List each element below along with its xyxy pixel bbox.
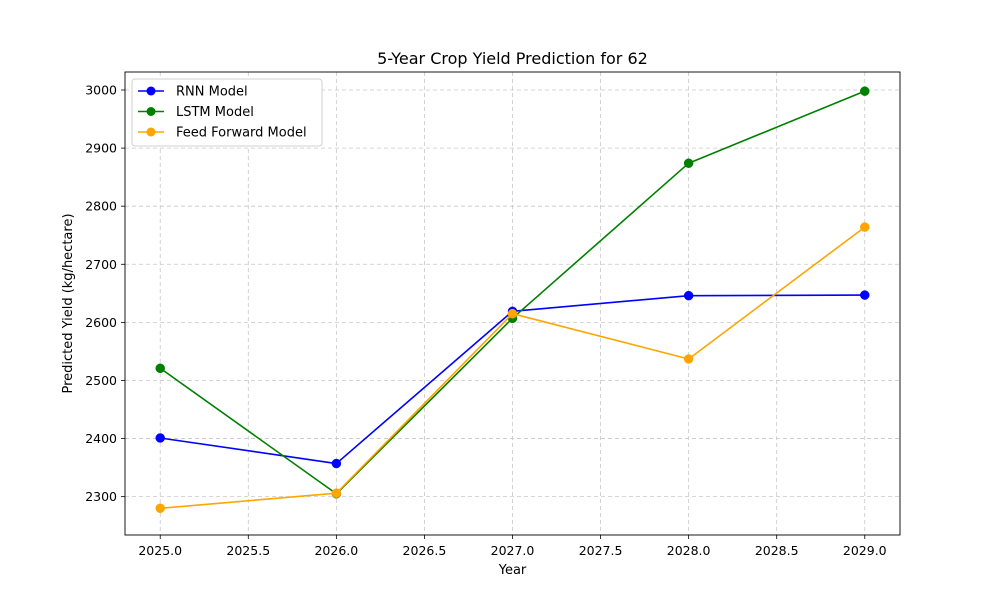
y-axis-label: Predicted Yield (kg/hectare) (61, 213, 76, 393)
legend-label: RNN Model (176, 85, 248, 100)
lstm-model-point (860, 86, 870, 96)
feed-forward-model-point (860, 222, 870, 232)
y-tick-label: 2300 (85, 489, 117, 504)
legend-swatch-marker (146, 86, 156, 96)
feed-forward-model-point (331, 488, 342, 498)
legend-label: LSTM Model (176, 105, 254, 120)
feed-forward-model-series (155, 222, 870, 514)
legend-entry-rnn-model: RNN Model (138, 85, 248, 100)
lstm-model-point (683, 158, 694, 168)
legend-swatch-marker (146, 107, 156, 116)
y-tick-label: 2500 (85, 373, 117, 388)
x-tick-label: 2027.5 (579, 543, 623, 558)
x-tick-label: 2027.0 (491, 543, 535, 558)
x-tick-label: 2029.0 (843, 543, 887, 558)
grid-lines (125, 72, 900, 535)
y-tick-label: 2800 (85, 199, 117, 214)
legend-swatch-marker (146, 127, 156, 137)
rnn-model-point (331, 458, 342, 469)
y-tick-label: 2600 (85, 315, 117, 330)
y-tick-label: 2700 (85, 257, 117, 272)
legend-entry-feed-forward-model: Feed Forward Model (138, 126, 307, 141)
x-axis-label: Year (498, 563, 527, 578)
rnn-model-point (683, 290, 694, 301)
y-tick-label: 2400 (85, 431, 117, 446)
legend-entry-lstm-model: LSTM Model (138, 105, 254, 120)
y-tick-label: 2900 (85, 141, 117, 156)
y-tick-label: 3000 (85, 83, 117, 98)
chart-title: 5-Year Crop Yield Prediction for 62 (377, 49, 648, 68)
rnn-model-point (155, 433, 165, 443)
legend-label: Feed Forward Model (176, 126, 307, 141)
x-tick-label: 2028.5 (755, 543, 799, 558)
feed-forward-model-point (683, 354, 694, 364)
plot-series (155, 86, 870, 514)
x-tick-label: 2028.0 (667, 543, 711, 558)
rnn-model-point (860, 290, 870, 300)
x-tick-label: 2026.5 (403, 543, 447, 558)
feed-forward-model-point (155, 503, 165, 514)
axis-ticks: 2025.0 2025.5 2026.0 2026.5 2027.0 2027.5 2028… (85, 83, 886, 558)
legend: RNN Model LSTM Model Feed Forward Model (131, 78, 323, 147)
x-tick-label: 2026.0 (314, 543, 358, 558)
x-tick-label: 2025.5 (226, 543, 270, 558)
lstm-model-point (155, 363, 165, 374)
feed-forward-model-point (507, 308, 518, 319)
legend-box (131, 78, 323, 147)
x-tick-label: 2025.0 (138, 543, 182, 558)
